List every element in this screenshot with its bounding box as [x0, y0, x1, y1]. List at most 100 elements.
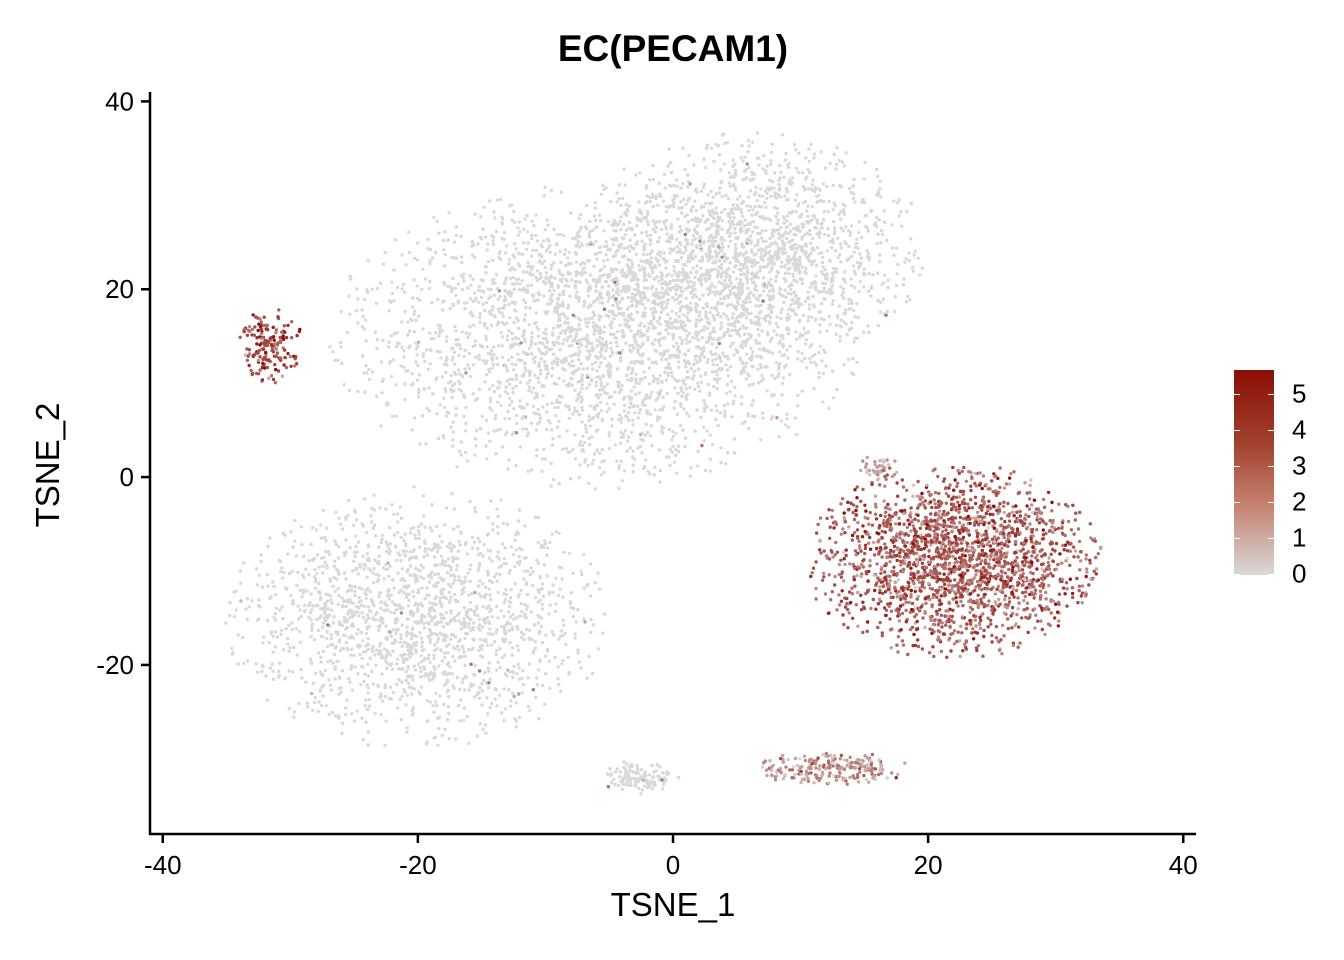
cell-point	[769, 150, 774, 155]
cell-point	[821, 182, 826, 186]
cell-point	[359, 682, 363, 687]
cell-point	[787, 307, 791, 311]
cell-point	[506, 610, 511, 614]
cell-point	[731, 256, 736, 260]
cell-point	[517, 220, 522, 224]
cell-point	[708, 457, 713, 461]
cell-point	[684, 248, 688, 253]
cell-point	[786, 197, 790, 202]
cell-point	[492, 293, 497, 297]
cell-point	[598, 335, 602, 339]
cell-point	[823, 274, 828, 278]
cell-point	[687, 331, 692, 335]
cell-point	[667, 366, 671, 370]
cell-point	[677, 206, 681, 210]
cell-point	[683, 237, 688, 242]
cell-point	[596, 428, 600, 432]
cell-point	[761, 265, 765, 269]
cell-point	[305, 705, 310, 709]
cell-point	[754, 284, 758, 288]
cell-point	[757, 333, 761, 337]
cell-point	[826, 233, 831, 238]
cell-point	[794, 242, 798, 247]
cell-point	[614, 276, 619, 280]
cell-point	[830, 276, 834, 281]
cell-point	[475, 397, 480, 401]
cell-point	[831, 396, 836, 400]
cell-point	[399, 611, 404, 615]
cell-point	[657, 337, 661, 342]
cell-point	[479, 237, 483, 241]
cell-point	[592, 264, 596, 268]
cell-point	[876, 271, 880, 275]
cell-point	[780, 260, 784, 264]
cell-point	[660, 286, 664, 291]
cell-point	[365, 288, 369, 292]
cell-point	[528, 264, 532, 269]
cell-point	[670, 236, 674, 240]
cell-point	[551, 366, 555, 370]
cell-point	[385, 666, 389, 670]
cell-point	[703, 402, 707, 406]
cell-point	[440, 308, 445, 312]
cell-point	[483, 308, 487, 313]
cell-point	[683, 436, 688, 440]
cell-point	[710, 442, 715, 447]
cell-point	[510, 653, 514, 657]
cell-point	[434, 250, 438, 255]
cell-point	[492, 429, 496, 433]
cell-point	[767, 349, 771, 353]
cell-point	[544, 271, 549, 275]
cell-point	[695, 231, 699, 235]
cell-point	[594, 284, 598, 288]
cell-point	[790, 238, 795, 242]
cell-point	[619, 420, 623, 424]
cell-point	[610, 223, 614, 227]
cell-point	[481, 227, 485, 231]
cell-point	[593, 487, 598, 491]
cell-point	[656, 203, 660, 207]
cell-point	[628, 401, 633, 405]
cell-point	[616, 287, 620, 291]
cell-point	[619, 203, 623, 207]
cell-point	[876, 298, 880, 302]
cell-point	[602, 470, 606, 475]
cell-point	[815, 194, 819, 198]
cell-point	[723, 207, 727, 212]
cell-point	[793, 278, 797, 283]
cell-point	[468, 579, 472, 583]
cell-point	[726, 303, 731, 307]
cell-point	[808, 285, 812, 289]
cell-point	[406, 369, 410, 373]
cell-point	[710, 342, 714, 346]
cell-point	[387, 546, 391, 550]
cell-point	[400, 680, 404, 684]
cell-point	[751, 259, 755, 263]
cell-point	[657, 181, 661, 186]
cell-point	[508, 377, 512, 381]
cell-point	[605, 244, 609, 248]
cell-point	[622, 403, 627, 407]
cell-point	[620, 479, 625, 483]
cell-point	[832, 201, 836, 205]
cell-point	[515, 672, 519, 676]
cell-point	[772, 329, 776, 333]
cell-point	[751, 382, 755, 386]
cell-point	[451, 430, 456, 434]
cell-point	[508, 596, 513, 600]
cell-point	[687, 414, 691, 418]
cell-point	[630, 418, 635, 422]
cell-point	[679, 300, 683, 304]
cell-point	[660, 380, 664, 385]
cell-point	[514, 701, 518, 705]
cell-point	[757, 318, 761, 322]
cell-point	[461, 393, 466, 397]
cell-point	[681, 263, 685, 267]
cell-point	[630, 455, 635, 459]
cell-point	[527, 346, 532, 351]
cell-point	[756, 367, 760, 371]
cell-point	[443, 523, 447, 527]
cell-point	[684, 397, 689, 401]
cell-point	[645, 219, 649, 224]
cell-point	[588, 286, 593, 290]
